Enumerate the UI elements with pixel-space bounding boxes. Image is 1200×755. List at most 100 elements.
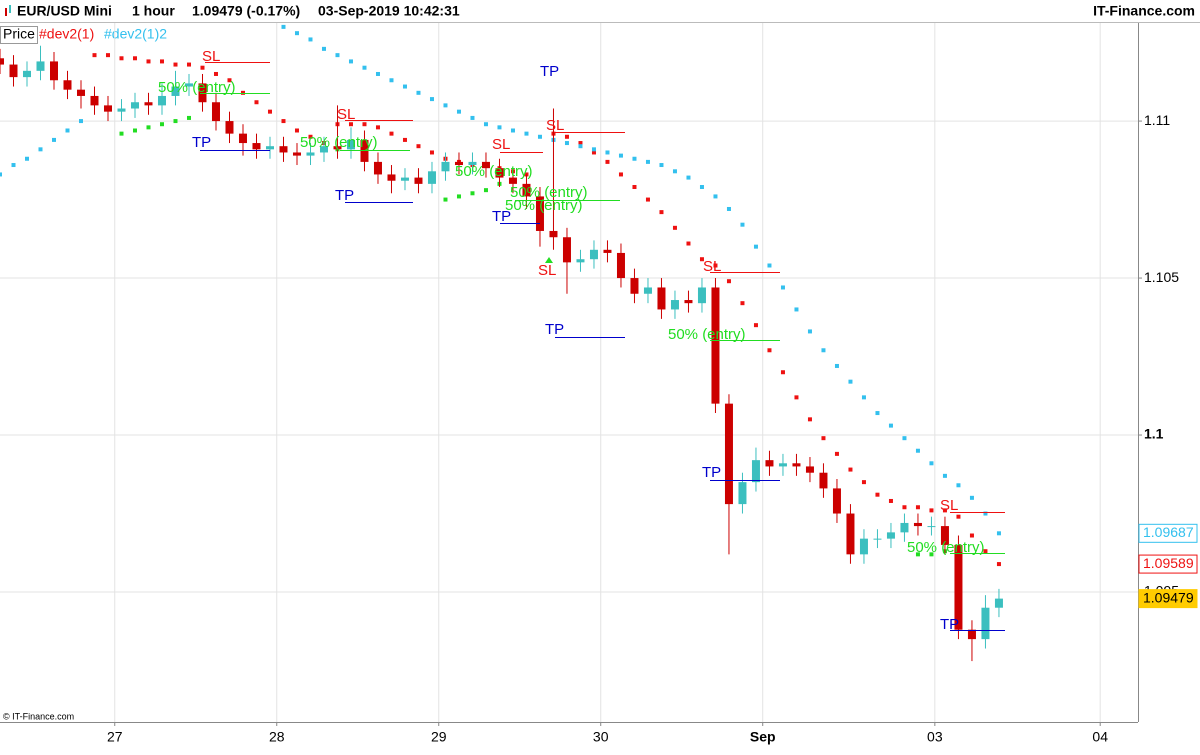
candle-body bbox=[508, 177, 517, 184]
indicator-dot bbox=[389, 78, 394, 83]
candle-body bbox=[657, 287, 666, 310]
candle-body bbox=[643, 287, 652, 294]
x-tick-label: 30 bbox=[593, 729, 609, 745]
candle-body bbox=[805, 466, 814, 473]
candle-body bbox=[279, 146, 288, 153]
indicator-dot bbox=[699, 185, 704, 190]
candle-body bbox=[454, 161, 463, 166]
annotation: SL bbox=[337, 106, 355, 123]
annotation: TP bbox=[702, 464, 721, 481]
indicator-dot bbox=[443, 103, 448, 108]
annotation: 50% (entry) bbox=[455, 163, 533, 180]
candle-body bbox=[468, 161, 477, 166]
legend-entry: #dev2(1)2 bbox=[104, 26, 167, 42]
datetime: 03-Sep-2019 10:42:31 bbox=[318, 3, 460, 19]
indicator-dot bbox=[672, 169, 677, 174]
annotation: SL bbox=[940, 497, 958, 514]
indicator-dot bbox=[564, 141, 569, 146]
indicator-dot bbox=[983, 511, 988, 516]
indicator-dot bbox=[578, 141, 583, 146]
indicator-dot bbox=[834, 363, 839, 368]
candle-body bbox=[90, 95, 99, 106]
timeframe: 1 hour bbox=[132, 3, 175, 19]
annotation: 50% (entry) bbox=[668, 326, 746, 343]
indicator-dot bbox=[591, 147, 596, 152]
indicator-dot bbox=[186, 62, 191, 67]
price-box bbox=[1138, 554, 1198, 574]
candle-body bbox=[751, 460, 760, 483]
indicator-dot bbox=[686, 175, 691, 180]
indicator-dot bbox=[65, 128, 70, 133]
indicator-dot bbox=[686, 241, 691, 246]
candle-body bbox=[981, 607, 990, 640]
candle-body bbox=[76, 89, 85, 96]
candle-body bbox=[913, 522, 922, 527]
indicator-dot bbox=[348, 122, 353, 127]
indicator-dot bbox=[875, 492, 880, 497]
price-label: Price bbox=[3, 26, 35, 42]
candle-body bbox=[400, 177, 409, 181]
indicator-dot bbox=[726, 206, 731, 211]
candle-body bbox=[846, 513, 855, 555]
indicator-dot bbox=[780, 285, 785, 290]
indicator-dot bbox=[146, 125, 151, 130]
indicator-dot bbox=[402, 84, 407, 89]
candle-body bbox=[292, 152, 301, 156]
indicator-dot bbox=[497, 125, 502, 130]
indicator-dot bbox=[605, 159, 610, 164]
candle-body bbox=[724, 403, 733, 505]
y-tick-label: 1.1 bbox=[1144, 426, 1164, 442]
indicator-dot bbox=[740, 301, 745, 306]
candle-body bbox=[157, 95, 166, 106]
candle-body bbox=[36, 61, 45, 71]
indicator-dot bbox=[753, 244, 758, 249]
candle-body bbox=[171, 86, 180, 96]
candle-body bbox=[940, 526, 949, 545]
candle-body bbox=[697, 287, 706, 304]
indicator-dot bbox=[875, 411, 880, 416]
annotation: TP bbox=[540, 63, 559, 80]
candle-body bbox=[778, 463, 787, 467]
indicator-dot bbox=[915, 505, 920, 510]
footer: © IT-Finance.com bbox=[3, 711, 74, 721]
candle-body bbox=[684, 300, 693, 304]
x-tick-label: 27 bbox=[107, 729, 123, 745]
candle-body bbox=[333, 146, 342, 150]
indicator-dot bbox=[11, 163, 16, 168]
candle-body bbox=[252, 143, 261, 150]
indicator-dot bbox=[591, 150, 596, 155]
candle-body bbox=[319, 146, 328, 153]
indicator-dot bbox=[672, 225, 677, 230]
price-box-label: 1.09479 bbox=[1143, 589, 1194, 605]
candle-body bbox=[63, 80, 72, 90]
indicator-dot bbox=[362, 65, 367, 70]
indicator-dot bbox=[470, 115, 475, 120]
indicator-dot bbox=[915, 448, 920, 453]
candle-body bbox=[481, 161, 490, 169]
candle-body bbox=[22, 70, 31, 78]
annotation: SL bbox=[202, 48, 220, 65]
candle-body bbox=[238, 133, 247, 144]
candle-body bbox=[414, 177, 423, 184]
indicator-dot bbox=[888, 498, 893, 503]
annotation: TP bbox=[492, 208, 511, 225]
candle-body bbox=[670, 300, 679, 310]
indicator-dot bbox=[470, 191, 475, 196]
candle-body bbox=[859, 538, 868, 555]
indicator-dot bbox=[794, 395, 799, 400]
candle-body bbox=[117, 108, 126, 112]
indicator-dot bbox=[308, 134, 313, 139]
indicator-dot bbox=[929, 508, 934, 513]
indicator-dot bbox=[942, 473, 947, 478]
indicator-dot bbox=[416, 90, 421, 95]
candle-body bbox=[900, 522, 909, 533]
x-tick-label: 03 bbox=[927, 729, 943, 745]
candle-body bbox=[832, 488, 841, 514]
indicator-dot bbox=[132, 56, 137, 61]
indicator-dot bbox=[227, 78, 232, 83]
x-tick-label: 29 bbox=[431, 729, 447, 745]
indicator-dot bbox=[618, 153, 623, 158]
candle-body bbox=[184, 83, 193, 87]
annotation: SL bbox=[546, 117, 564, 134]
